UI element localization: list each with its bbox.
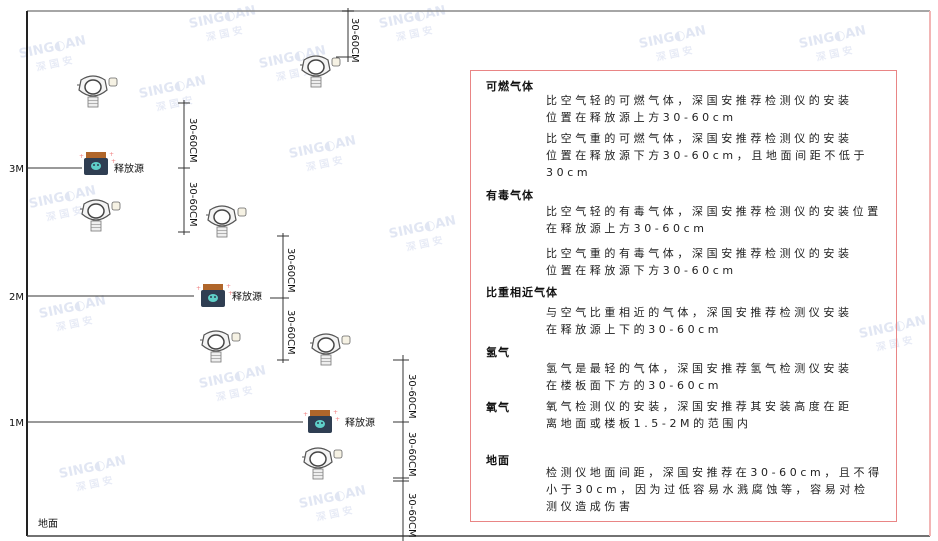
paragraph: 比空气轻的可燃气体，深国安推荐检测仪的安装 位置在释放源上方30-60cm: [546, 92, 853, 126]
section-title: 可燃气体: [486, 80, 534, 93]
paragraph-line: 位置在释放源下方30-60cm: [546, 264, 737, 277]
paragraph: 比空气重的可燃气体，深国安推荐检测仪的安装位置在释放源下方30-60cm，且地面…: [546, 130, 868, 181]
gas-detector-icon: [205, 205, 247, 238]
level-3m-label: 3M: [9, 164, 24, 175]
paragraph: 与空气比重相近的气体，深国安推荐检测仪安装 在释放源上下的30-60cm: [546, 304, 853, 338]
paragraph-line: 比空气重的有毒气体，深国安推荐检测仪的安装: [546, 247, 853, 260]
paragraph-line: 测仪造成伤害: [546, 500, 634, 513]
paragraph: 氧气检测仪的安装，深国安推荐其安装高度在距 离地面或楼板1.5-2M的范围内: [546, 398, 853, 432]
release-source-icon: [79, 151, 117, 175]
release-source-icon: [196, 283, 234, 307]
paragraph-line: 小于30cm，因为过低容易水溅腐蚀等，容易对检: [546, 483, 869, 496]
paragraph-line: 在释放源上下的30-60cm: [546, 323, 723, 336]
paragraph: 检测仪地面间距，深国安推荐在30-60cm，且不得 小于30cm，因为过低容易水溅…: [546, 464, 883, 515]
paragraph: 比空气轻的有毒气体，深国安推荐检测仪的安装位置 在释放源上方30-60cm: [546, 203, 882, 237]
paragraph-line: 位置在释放源上方30-60cm: [546, 111, 737, 124]
dimension-label: 30-60CM: [187, 182, 198, 227]
section-title: 氢气: [486, 346, 510, 359]
release-source-label: 释放源: [114, 162, 144, 175]
section-title: 地面: [486, 454, 510, 467]
gas-detector-icon: [309, 333, 351, 366]
paragraph-line: 位置在释放源下方30-60cm，且地面间距不低于: [546, 149, 869, 162]
paragraph-line: 30cm: [546, 166, 592, 179]
paragraph-line: 在楼板面下方的30-60cm: [546, 379, 723, 392]
release-source-label: 释放源: [345, 416, 375, 429]
paragraph-line: 比空气轻的可燃气体，深国安推荐检测仪的安装: [546, 94, 853, 107]
paragraph-line: 在释放源上方30-60cm: [546, 222, 708, 235]
gas-detector-icon: [199, 330, 241, 363]
dimension-label: 30-60CM: [349, 18, 360, 63]
dimension-label: 30-60CM: [187, 118, 198, 163]
installation-guidelines-box: 可燃气体 比空气轻的可燃气体，深国安推荐检测仪的安装 位置在释放源上方30-60c…: [470, 70, 897, 522]
level-2m-label: 2M: [9, 292, 24, 303]
paragraph: 氢气是最轻的气体，深国安推荐氢气检测仪安装 在楼板面下方的30-60cm: [546, 360, 853, 394]
level-1m-label: 1M: [9, 418, 24, 429]
dimension-label: 30-60CM: [406, 432, 417, 477]
paragraph-line: 比空气重的可燃气体，深国安推荐检测仪的安装: [546, 132, 853, 145]
section-title: 氧气: [486, 401, 510, 414]
paragraph-line: 离地面或楼板1.5-2M的范围内: [546, 417, 752, 430]
paragraph-line: 比空气轻的有毒气体，深国安推荐检测仪的安装位置: [546, 205, 882, 218]
paragraph-line: 氢气是最轻的气体，深国安推荐氢气检测仪安装: [546, 362, 853, 375]
section-title: 比重相近气体: [486, 286, 558, 299]
dimension-label: 30-60CM: [285, 248, 296, 293]
gas-detector-icon: [299, 55, 341, 88]
paragraph-line: 与空气比重相近的气体，深国安推荐检测仪安装: [546, 306, 853, 319]
dimension-line: [178, 8, 409, 541]
release-source-icon: [303, 409, 341, 433]
gas-detector-icon: [301, 447, 343, 480]
ground-label: 地面: [38, 517, 58, 530]
paragraph-line: 氧气检测仪的安装，深国安推荐其安装高度在距: [546, 400, 853, 413]
dimension-label: 30-60CM: [406, 374, 417, 419]
gas-detector-icon: [76, 75, 118, 108]
release-source-label: 释放源: [232, 290, 262, 303]
dimension-label: 30-60CM: [285, 310, 296, 355]
dimension-label: 30-60CM: [406, 493, 417, 538]
paragraph: 比空气重的有毒气体，深国安推荐检测仪的安装 位置在释放源下方30-60cm: [546, 245, 853, 279]
section-title: 有毒气体: [486, 189, 534, 202]
gas-detector-icon: [79, 199, 121, 232]
paragraph-line: 检测仪地面间距，深国安推荐在30-60cm，且不得: [546, 466, 883, 479]
